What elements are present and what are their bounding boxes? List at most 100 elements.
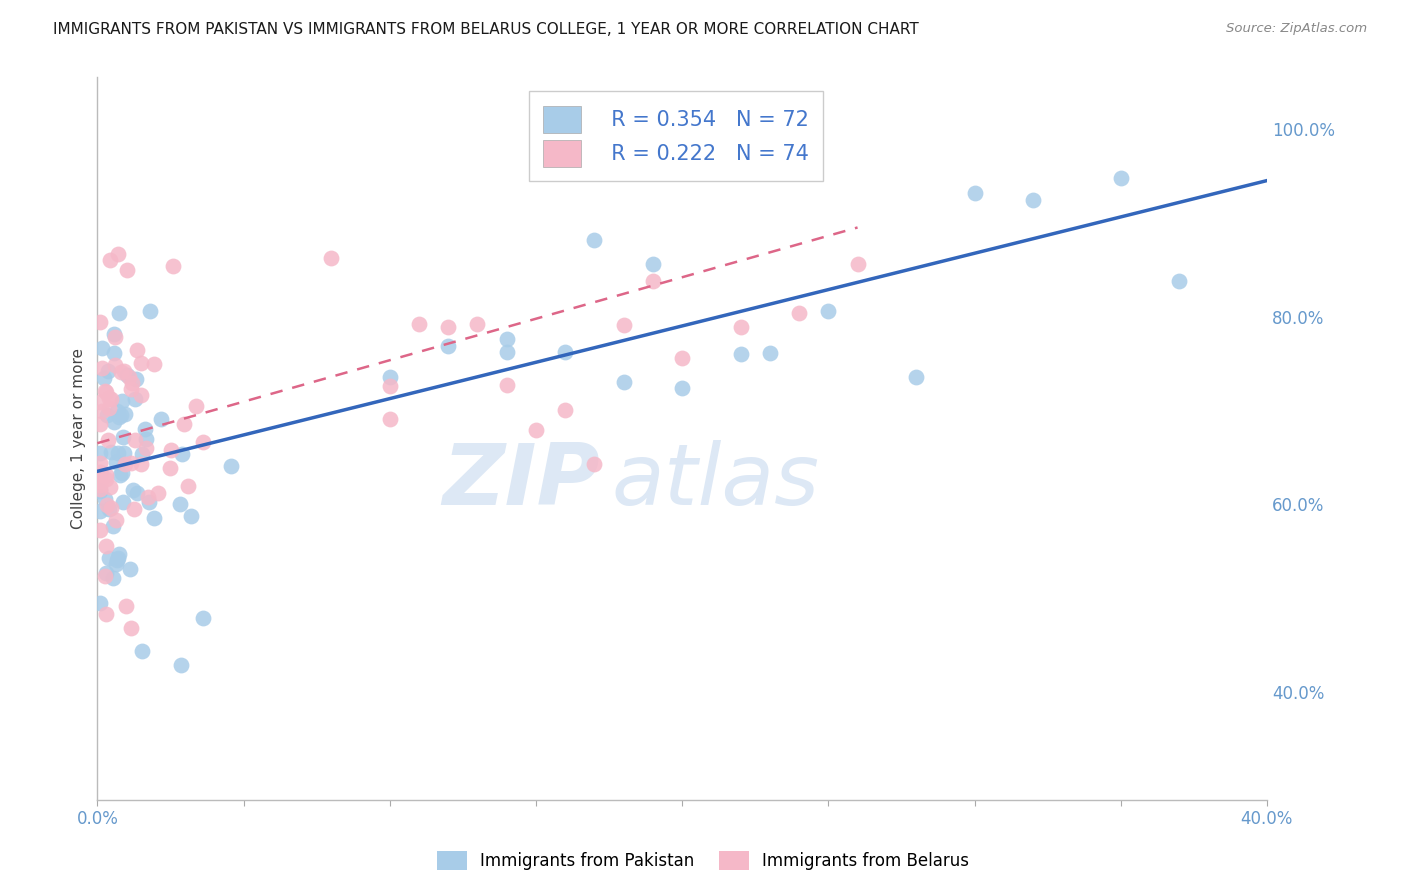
Point [554, 345, 576, 359]
Point [671, 351, 693, 366]
Point [162, 259, 184, 273]
Point [107, 446, 129, 460]
Point [97, 401, 120, 415]
Point [98, 551, 121, 566]
Point [96, 498, 118, 512]
Point [671, 381, 693, 395]
Point [495, 332, 517, 346]
Point [759, 346, 782, 360]
Y-axis label: College, 1 year or more: College, 1 year or more [72, 348, 86, 529]
Point [136, 490, 159, 504]
Point [378, 379, 401, 393]
Point [96, 408, 118, 422]
Point [121, 483, 143, 498]
Point [170, 658, 193, 673]
Point [124, 392, 146, 406]
Point [94, 384, 117, 399]
Point [91, 360, 114, 375]
Point [112, 430, 135, 444]
Point [219, 458, 242, 473]
Point [97, 364, 120, 378]
Text: IMMIGRANTS FROM PAKISTAN VS IMMIGRANTS FROM BELARUS COLLEGE, 1 YEAR OR MORE CORR: IMMIGRANTS FROM PAKISTAN VS IMMIGRANTS F… [53, 22, 920, 37]
Point [131, 388, 153, 402]
Point [846, 257, 869, 271]
Point [98, 252, 121, 267]
Point [122, 502, 145, 516]
Point [89, 446, 111, 460]
Point [120, 456, 142, 470]
Point [467, 317, 489, 331]
Point [159, 443, 181, 458]
Point [495, 345, 517, 359]
Point [730, 347, 752, 361]
Point [583, 233, 606, 247]
Point [107, 306, 129, 320]
Point [107, 247, 129, 261]
Point [110, 408, 132, 422]
Point [135, 441, 157, 455]
Text: Source: ZipAtlas.com: Source: ZipAtlas.com [1226, 22, 1367, 36]
Point [105, 404, 128, 418]
Point [94, 472, 117, 486]
Point [378, 411, 401, 425]
Point [173, 417, 195, 431]
Point [117, 370, 139, 384]
Point [89, 466, 111, 480]
Point [120, 621, 142, 635]
Point [121, 376, 143, 391]
Point [110, 365, 132, 379]
Point [108, 410, 131, 425]
Point [111, 393, 134, 408]
Legend: Immigrants from Pakistan, Immigrants from Belarus: Immigrants from Pakistan, Immigrants fro… [430, 844, 976, 877]
Point [107, 551, 129, 566]
Point [114, 457, 136, 471]
Point [94, 492, 117, 507]
Point [963, 186, 986, 200]
Point [89, 315, 111, 329]
Point [1109, 171, 1132, 186]
Point [1168, 274, 1191, 288]
Point [112, 495, 135, 509]
Point [89, 475, 111, 489]
Point [105, 513, 128, 527]
Point [93, 384, 115, 398]
Point [103, 519, 125, 533]
Point [89, 523, 111, 537]
Point [184, 399, 207, 413]
Point [146, 486, 169, 500]
Point [1022, 194, 1045, 208]
Point [115, 599, 138, 614]
Point [129, 356, 152, 370]
Point [103, 326, 125, 341]
Text: atlas: atlas [612, 441, 820, 524]
Point [150, 412, 173, 426]
Point [131, 644, 153, 658]
Point [104, 359, 127, 373]
Point [108, 467, 131, 482]
Point [105, 455, 128, 469]
Point [437, 320, 460, 334]
Point [103, 346, 125, 360]
Point [191, 434, 214, 449]
Point [127, 486, 149, 500]
Point [613, 318, 636, 332]
Point [408, 317, 430, 331]
Point [378, 369, 401, 384]
Point [100, 500, 122, 515]
Point [124, 433, 146, 447]
Point [100, 445, 122, 459]
Legend:   R = 0.354   N = 72,   R = 0.222   N = 74: R = 0.354 N = 72, R = 0.222 N = 74 [529, 92, 823, 181]
Point [554, 403, 576, 417]
Point [159, 461, 181, 475]
Point [524, 423, 547, 437]
Point [104, 330, 127, 344]
Point [730, 320, 752, 334]
Point [105, 553, 128, 567]
Point [118, 562, 141, 576]
Point [115, 368, 138, 383]
Point [135, 432, 157, 446]
Point [97, 502, 120, 516]
Point [89, 504, 111, 518]
Point [91, 341, 114, 355]
Point [170, 447, 193, 461]
